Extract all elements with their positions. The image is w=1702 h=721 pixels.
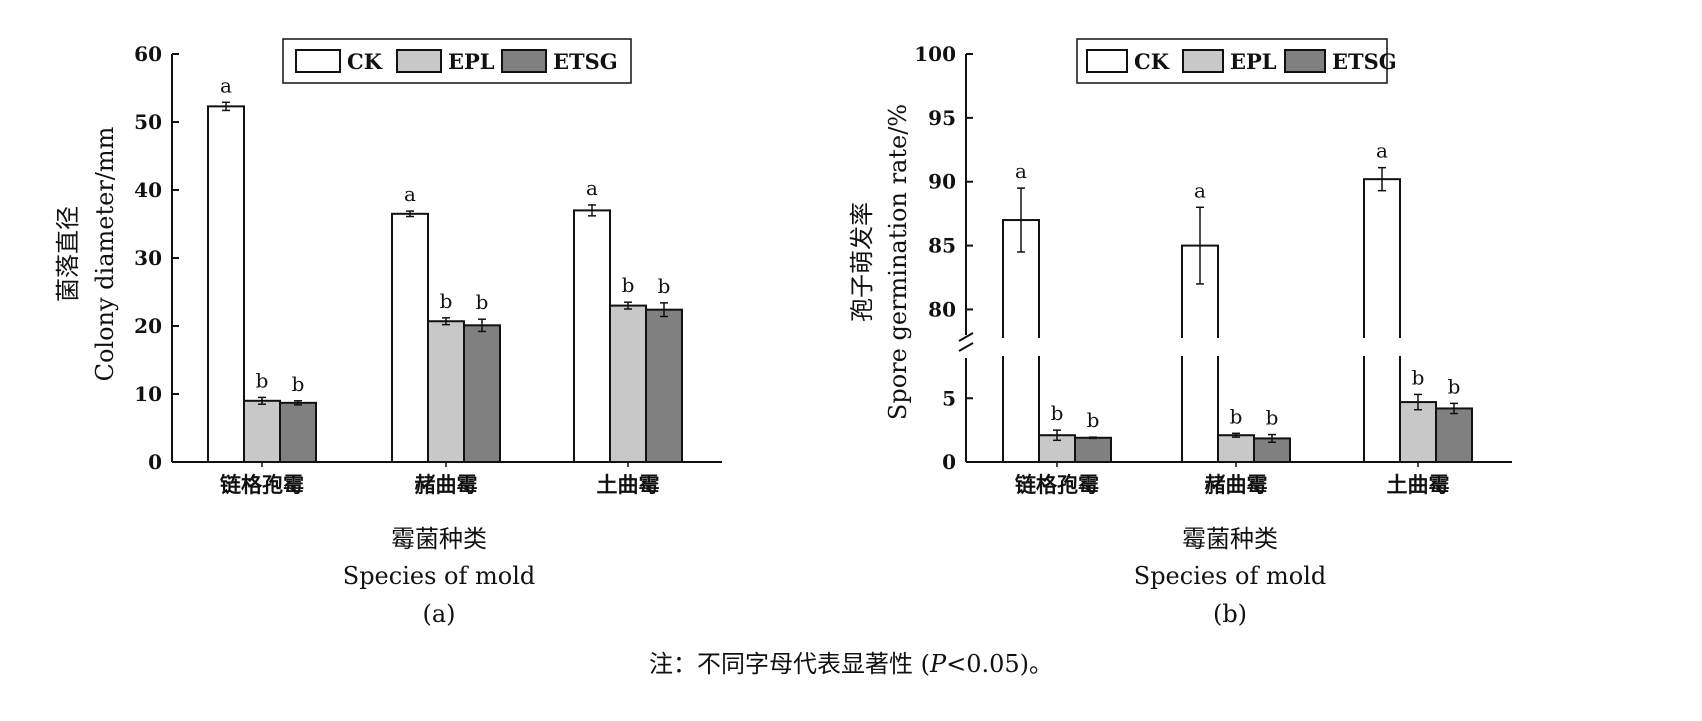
bar-epl-2 — [427, 320, 465, 463]
sig-letter-epl-1: b — [1051, 401, 1064, 425]
legend-swatch-epl — [396, 49, 442, 73]
sig-letter-epl-3: b — [1412, 365, 1425, 389]
footnote-suffix: <0.05)。 — [946, 650, 1053, 678]
bar-etsg-3 — [645, 308, 683, 463]
sig-letter-etsg-3: b — [658, 274, 671, 298]
legend-swatch-etsg — [1284, 49, 1326, 73]
legend-label-etsg: ETSG — [1332, 49, 1397, 74]
panel-a-category-label-1: 链格孢霉 — [220, 472, 304, 497]
bar-ck-1 — [207, 105, 245, 464]
sig-letter-epl-1: b — [256, 368, 269, 392]
panel-b-ytick-label-80: 80 — [928, 297, 956, 321]
panel-a-category-label-3: 土曲霉 — [597, 472, 660, 497]
panel-b-ylabel-en: Spore germination rate/% — [884, 104, 912, 420]
panel-a-category-label-2: 赭曲霉 — [415, 472, 478, 497]
panel-a-ytick-label-10: 10 — [134, 382, 162, 406]
panel-a-ylabel-cn: 菌落直径 — [54, 206, 82, 302]
panel-b-ylabel-cn: 孢子萌发率 — [848, 202, 876, 322]
bar-etsg-1 — [1074, 436, 1112, 463]
panel-b-ytick-label-95: 95 — [928, 106, 956, 130]
sig-letter-epl-2: b — [1230, 404, 1243, 428]
axis-break-gap-ck-3 — [1361, 338, 1403, 356]
panel-a-ytick-label-40: 40 — [134, 178, 162, 202]
panel-a-ytick-label-50: 50 — [134, 110, 162, 134]
panel-a-xlabel-en: Species of mold — [343, 562, 535, 590]
bar-epl-1 — [243, 399, 281, 463]
sig-letter-etsg-3: b — [1448, 374, 1461, 398]
legend-label-epl: EPL — [1230, 49, 1277, 74]
legend-label-ck: CK — [347, 49, 383, 74]
panel-b-category-label-1: 链格孢霉 — [1015, 472, 1099, 497]
legend-swatch-epl — [1182, 49, 1224, 73]
bar-epl-3 — [609, 304, 647, 463]
axis-break-gap-ck-2 — [1179, 338, 1221, 356]
bar-epl-2 — [1217, 434, 1255, 464]
panel-b-xlabel-cn: 霉菌种类 — [1182, 525, 1278, 553]
sig-letter-epl-2: b — [440, 289, 453, 313]
panel-a-xlabel-cn: 霉菌种类 — [391, 525, 487, 553]
panel-b-legend: CK EPL ETSG — [1076, 38, 1397, 84]
panel-a-ytick-label-0: 0 — [148, 450, 162, 474]
sig-letter-etsg-1: b — [1087, 408, 1100, 432]
legend-swatch-etsg — [501, 49, 547, 73]
sig-letter-etsg-2: b — [1266, 406, 1279, 430]
panel-b-axis-break-mark-1 — [958, 332, 974, 342]
bar-etsg-3 — [1435, 407, 1473, 464]
panel-b-ytick-label-5: 5 — [942, 386, 956, 410]
panel-b-xlabel-en: Species of mold — [1134, 562, 1326, 590]
legend-label-epl: EPL — [448, 49, 495, 74]
legend-label-ck: CK — [1134, 49, 1170, 74]
panel-a-label: (a) — [422, 600, 455, 628]
legend-swatch-ck — [1086, 49, 1128, 73]
bar-ck-3 — [1363, 178, 1401, 463]
panel-b-label: (b) — [1213, 600, 1247, 628]
panel-b-legend-frame — [1076, 38, 1388, 84]
bar-ck-3 — [573, 209, 611, 463]
sig-letter-ck-3: a — [586, 176, 598, 200]
panel-b-y-ticks: 0 5 80 85 90 95 100 — [914, 42, 973, 474]
legend-swatch-ck — [295, 49, 341, 73]
panel-b-category-label-2: 赭曲霉 — [1205, 472, 1268, 497]
panel-a-y-ticks: 0 10 20 30 40 50 60 — [134, 42, 179, 474]
panel-b-ytick-label-90: 90 — [928, 170, 956, 194]
sig-letter-ck-1: a — [1015, 159, 1027, 183]
sig-letter-epl-3: b — [622, 273, 635, 297]
footnote: 注：不同字母代表显著性 (P<0.05)。 — [649, 650, 1053, 678]
panel-b-ytick-label-85: 85 — [928, 234, 956, 258]
panel-a-ytick-label-60: 60 — [134, 42, 162, 66]
sig-letter-ck-1: a — [220, 73, 232, 97]
panel-b-category-label-3: 土曲霉 — [1387, 472, 1450, 497]
bar-etsg-2 — [463, 324, 501, 463]
footnote-p-symbol: P — [929, 650, 947, 678]
panel-b-axis-break-mark-2 — [958, 342, 974, 352]
bar-ck-2 — [391, 212, 429, 463]
sig-letter-ck-2: a — [1194, 178, 1206, 202]
panel-b-axes: 链格孢霉 赭曲霉 土曲霉 — [958, 54, 1512, 497]
sig-letter-etsg-1: b — [292, 372, 305, 396]
panel-a-axes: 链格孢霉 赭曲霉 土曲霉 — [171, 54, 722, 497]
sig-letter-ck-3: a — [1376, 139, 1388, 163]
bar-etsg-1 — [279, 401, 317, 463]
panel-b-ytick-label-100: 100 — [914, 42, 956, 66]
panel-a-ylabel-en: Colony diameter/mm — [91, 126, 119, 381]
axis-break-gap-ck-1 — [1000, 338, 1042, 356]
panel-a-ytick-label-30: 30 — [134, 246, 162, 270]
legend-label-etsg: ETSG — [553, 49, 618, 74]
bar-epl-3 — [1399, 401, 1437, 464]
panel-a-legend: CK EPL ETSG — [282, 38, 632, 84]
footnote-prefix: 注：不同字母代表显著性 ( — [649, 650, 930, 678]
sig-letter-ck-2: a — [404, 182, 416, 206]
sig-letter-etsg-2: b — [476, 290, 489, 314]
panel-a-ytick-label-20: 20 — [134, 314, 162, 338]
panel-b-ytick-label-0: 0 — [942, 450, 956, 474]
